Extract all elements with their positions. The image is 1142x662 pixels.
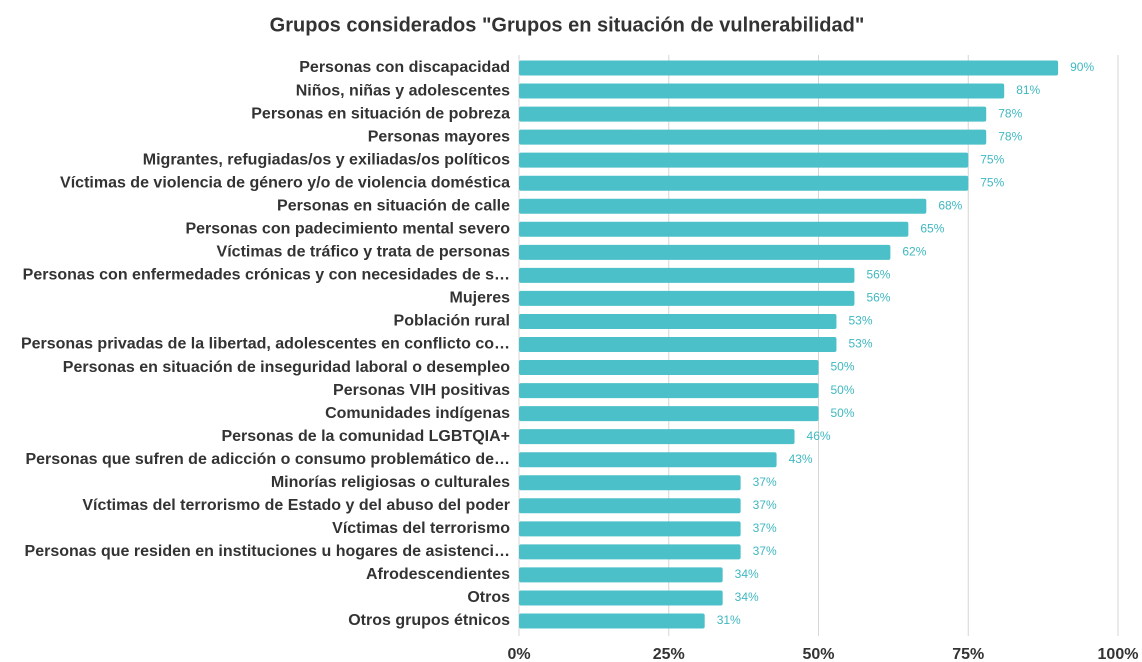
y-tick-label: Migrantes, refugiadas/os y exiliadas/os …	[143, 151, 510, 168]
value-label: 34%	[735, 590, 759, 604]
y-tick-label: Personas en situación de calle	[277, 197, 510, 214]
y-tick-label: Personas privadas de la libertad, adoles…	[21, 336, 510, 353]
bar	[519, 152, 969, 168]
value-label: 75%	[980, 152, 1004, 166]
bar	[519, 337, 837, 352]
bar	[519, 244, 891, 260]
x-tick-label: 25%	[653, 646, 685, 662]
bar	[519, 313, 837, 329]
bar	[519, 475, 741, 491]
x-tick-label: 100%	[1098, 646, 1139, 662]
value-label: 37%	[753, 521, 777, 535]
y-tick-label: Personas con padecimiento mental severo	[185, 221, 510, 238]
bar	[519, 175, 969, 191]
value-label: 56%	[866, 291, 890, 305]
bar	[519, 83, 1005, 99]
value-label: 53%	[848, 337, 872, 351]
y-tick-label: Mujeres	[450, 290, 511, 307]
x-tick-label: 75%	[952, 646, 984, 662]
value-label: 65%	[920, 221, 944, 235]
y-tick-label: Otros	[467, 589, 510, 606]
value-label: 37%	[753, 475, 777, 489]
bar	[519, 498, 741, 514]
value-label: 53%	[848, 314, 872, 328]
y-tick-label: Víctimas del terrorismo	[332, 520, 510, 537]
bar	[519, 613, 705, 629]
bar	[519, 406, 819, 422]
bar	[519, 521, 741, 537]
value-label: 46%	[807, 429, 831, 443]
value-label: 50%	[831, 360, 855, 374]
bar	[519, 60, 1059, 76]
y-tick-label: Personas con enfermedades crónicas y con…	[23, 267, 510, 284]
y-tick-label: Comunidades indígenas	[325, 405, 510, 422]
y-tick-label: Otros grupos étnicos	[348, 612, 510, 629]
x-tick-label: 0%	[507, 646, 530, 662]
bar	[519, 221, 909, 237]
y-tick-label: Personas con discapacidad	[299, 59, 510, 76]
y-tick-label: Víctimas de tráfico y trata de personas	[217, 244, 511, 261]
value-label: 62%	[902, 245, 926, 259]
y-tick-label: Afrodescendientes	[366, 566, 510, 583]
value-label: 37%	[753, 498, 777, 512]
value-label: 50%	[831, 383, 855, 397]
bar	[519, 567, 723, 583]
y-tick-label: Personas de la comunidad LGBTQIA+	[221, 428, 510, 445]
y-tick-label: Población rural	[394, 313, 510, 330]
y-tick-label: Víctimas del terrorismo de Estado y del …	[82, 497, 510, 514]
y-tick-label: Personas mayores	[368, 128, 510, 145]
value-label: 78%	[998, 129, 1022, 143]
bar	[519, 106, 987, 122]
value-label: 31%	[717, 613, 741, 627]
y-tick-label: Niños, niñas y adolescentes	[296, 82, 510, 99]
y-tick-label: Personas en situación de pobreza	[251, 105, 510, 122]
chart-title: Grupos considerados "Grupos en situación…	[270, 14, 865, 36]
bar	[519, 383, 819, 399]
bar	[519, 590, 723, 606]
value-label: 68%	[938, 198, 962, 212]
y-tick-label: Víctimas de violencia de género y/o de v…	[60, 174, 510, 191]
value-label: 56%	[866, 268, 890, 282]
y-tick-label: Personas que sufren de adicción o consum…	[25, 451, 510, 468]
x-tick-label: 50%	[802, 646, 834, 662]
value-label: 43%	[789, 452, 813, 466]
bar	[519, 429, 795, 445]
value-label: 90%	[1070, 60, 1094, 74]
bar	[519, 360, 819, 376]
bar	[519, 452, 777, 468]
y-tick-label: Personas VIH positivas	[333, 382, 510, 399]
value-label: 78%	[998, 106, 1022, 120]
bar	[519, 129, 987, 145]
bar	[519, 544, 741, 560]
value-label: 75%	[980, 175, 1004, 189]
bar	[519, 267, 855, 283]
value-label: 50%	[831, 406, 855, 420]
bar	[519, 290, 855, 306]
value-label: 34%	[735, 567, 759, 581]
bar	[519, 198, 927, 214]
y-tick-label: Minorías religiosas o culturales	[271, 474, 510, 491]
value-label: 37%	[753, 544, 777, 558]
y-tick-label: Personas que residen en instituciones u …	[25, 543, 510, 560]
y-tick-label: Personas en situación de inseguridad lab…	[63, 359, 510, 376]
value-label: 81%	[1016, 83, 1040, 97]
